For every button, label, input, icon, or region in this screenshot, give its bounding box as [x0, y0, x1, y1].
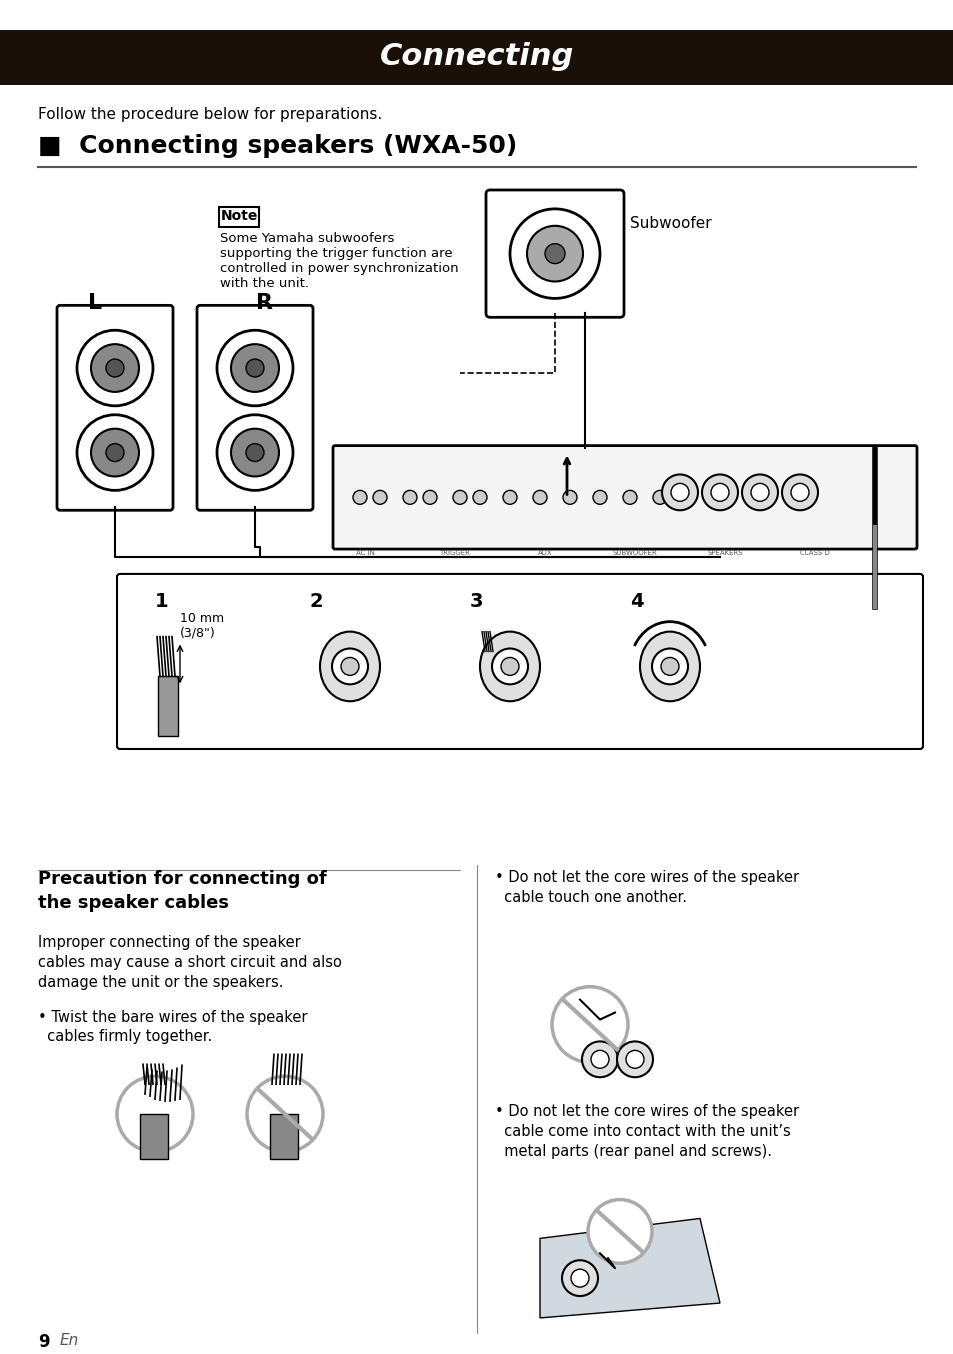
Circle shape	[117, 1076, 193, 1152]
Text: 2: 2	[310, 592, 323, 611]
Circle shape	[216, 330, 293, 406]
Circle shape	[587, 1200, 651, 1263]
Circle shape	[246, 444, 264, 462]
Text: En: En	[60, 1332, 79, 1347]
Circle shape	[561, 1261, 598, 1296]
Circle shape	[402, 490, 416, 504]
Circle shape	[216, 414, 293, 490]
Circle shape	[77, 414, 152, 490]
Circle shape	[660, 658, 679, 676]
Circle shape	[593, 490, 606, 504]
Circle shape	[492, 649, 527, 684]
Circle shape	[750, 483, 768, 501]
Circle shape	[510, 209, 599, 298]
Circle shape	[91, 344, 139, 391]
Circle shape	[741, 474, 778, 510]
FancyBboxPatch shape	[117, 574, 923, 749]
Circle shape	[246, 359, 264, 376]
Circle shape	[500, 658, 518, 676]
Text: CLASS D: CLASS D	[800, 550, 829, 556]
Circle shape	[625, 1051, 643, 1068]
Circle shape	[533, 490, 546, 504]
Text: • Do not let the core wires of the speaker
  cable come into contact with the un: • Do not let the core wires of the speak…	[495, 1104, 799, 1159]
Circle shape	[562, 490, 577, 504]
FancyBboxPatch shape	[219, 207, 258, 226]
Circle shape	[422, 490, 436, 504]
Text: L: L	[88, 294, 102, 313]
Circle shape	[373, 490, 387, 504]
Circle shape	[106, 359, 124, 376]
Text: 10 mm
(3/8"): 10 mm (3/8")	[180, 612, 224, 639]
Text: • Twist the bare wires of the speaker
  cables firmly together.: • Twist the bare wires of the speaker ca…	[38, 1010, 307, 1044]
FancyBboxPatch shape	[57, 306, 172, 510]
Circle shape	[617, 1041, 652, 1078]
Circle shape	[473, 490, 486, 504]
Circle shape	[353, 490, 367, 504]
Circle shape	[544, 244, 564, 264]
Circle shape	[652, 490, 666, 504]
Circle shape	[701, 474, 738, 510]
Bar	[270, 1114, 297, 1159]
Ellipse shape	[639, 631, 700, 701]
Text: Subwoofer: Subwoofer	[629, 217, 711, 232]
Circle shape	[651, 649, 687, 684]
Circle shape	[781, 474, 817, 510]
Ellipse shape	[319, 631, 379, 701]
Circle shape	[581, 1041, 618, 1078]
Circle shape	[710, 483, 728, 501]
Text: Follow the procedure below for preparations.: Follow the procedure below for preparati…	[38, 107, 382, 122]
FancyBboxPatch shape	[485, 190, 623, 317]
FancyBboxPatch shape	[333, 445, 916, 550]
Circle shape	[670, 483, 688, 501]
Text: ■  Connecting speakers (WXA-50): ■ Connecting speakers (WXA-50)	[38, 134, 517, 158]
Circle shape	[332, 649, 368, 684]
Circle shape	[502, 490, 517, 504]
Text: Connecting: Connecting	[379, 42, 574, 72]
Circle shape	[340, 658, 358, 676]
Text: 1: 1	[154, 592, 169, 611]
Text: AUX: AUX	[537, 550, 552, 556]
Text: 4: 4	[629, 592, 643, 611]
Circle shape	[661, 474, 698, 510]
FancyBboxPatch shape	[196, 306, 313, 510]
Text: Precaution for connecting of
the speaker cables: Precaution for connecting of the speaker…	[38, 871, 327, 913]
Circle shape	[622, 490, 637, 504]
Circle shape	[790, 483, 808, 501]
Circle shape	[526, 226, 582, 282]
Circle shape	[571, 1269, 588, 1288]
Polygon shape	[539, 1219, 720, 1317]
Text: Note: Note	[220, 209, 257, 223]
Circle shape	[231, 344, 278, 391]
Text: 9: 9	[38, 1332, 50, 1351]
Circle shape	[453, 490, 467, 504]
Circle shape	[590, 1051, 608, 1068]
Text: SUBWOOFER: SUBWOOFER	[612, 550, 657, 556]
Circle shape	[106, 444, 124, 462]
Text: TRIGGER: TRIGGER	[439, 550, 470, 556]
Text: AC IN: AC IN	[355, 550, 374, 556]
Bar	[140, 1114, 168, 1159]
FancyBboxPatch shape	[0, 30, 953, 84]
Ellipse shape	[479, 631, 539, 701]
Text: Some Yamaha subwoofers
supporting the trigger function are
controlled in power s: Some Yamaha subwoofers supporting the tr…	[220, 232, 458, 290]
Circle shape	[552, 987, 627, 1063]
Circle shape	[77, 330, 152, 406]
Circle shape	[231, 429, 278, 477]
Circle shape	[91, 429, 139, 477]
Circle shape	[247, 1076, 323, 1152]
Text: R: R	[256, 294, 274, 313]
Text: 3: 3	[470, 592, 483, 611]
Bar	[158, 677, 178, 737]
Text: • Do not let the core wires of the speaker
  cable touch one another.: • Do not let the core wires of the speak…	[495, 871, 799, 904]
Text: Improper connecting of the speaker
cables may cause a short circuit and also
dam: Improper connecting of the speaker cable…	[38, 936, 341, 990]
Text: SPEAKERS: SPEAKERS	[706, 550, 742, 556]
